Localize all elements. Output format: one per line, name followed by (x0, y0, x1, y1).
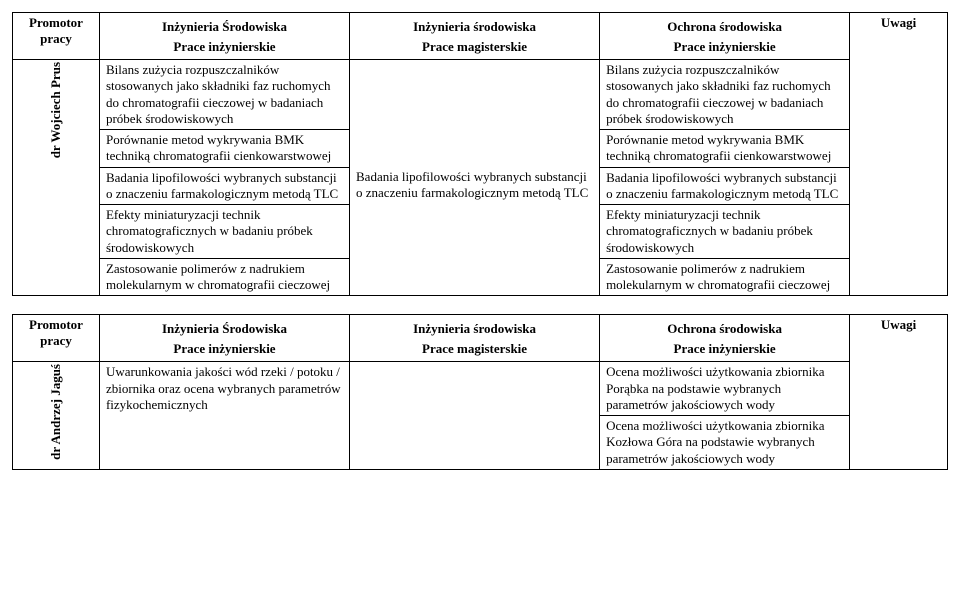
header-promotor: Promotor pracy (13, 13, 100, 60)
header-col-b: Inżynieria środowiska (350, 13, 600, 38)
topic-cell: Badania lipofilowości wybranych substanc… (99, 167, 349, 205)
topic-cell: Ocena możliwości użytkowania zbiornika P… (600, 362, 850, 416)
table-row: Efekty miniaturyzacji technik chromatogr… (13, 205, 948, 259)
topic-cell (350, 130, 600, 168)
table-row: dr Wojciech Prus Bilans zużycia rozpuszc… (13, 60, 948, 130)
topic-cell: Efekty miniaturyzacji technik chromatogr… (600, 205, 850, 259)
topic-cell (350, 205, 600, 259)
topic-cell: Zastosowanie polimerów z nadrukiem molek… (99, 258, 349, 296)
topic-cell (350, 362, 600, 416)
sub-c: Prace inżynierskie (600, 37, 850, 60)
topic-cell: Badania lipofilowości wybranych substanc… (600, 167, 850, 205)
table-row: dr Andrzej Jaguś Uwarunkowania jakości w… (13, 362, 948, 416)
header-row: Promotor pracy Inżynieria Środowiska Inż… (13, 13, 948, 38)
topic-cell (350, 60, 600, 130)
table-row: Porównanie metod wykrywania BMK techniką… (13, 130, 948, 168)
header-col-a: Inżynieria Środowiska (99, 13, 349, 38)
sub-c: Prace inżynierskie (600, 339, 850, 362)
sub-a: Prace inżynierskie (99, 339, 349, 362)
sub-b: Prace magisterskie (350, 37, 600, 60)
promotor-name: dr Andrzej Jaguś (48, 364, 64, 460)
promotor-name: dr Wojciech Prus (48, 62, 64, 158)
topic-cell (350, 416, 600, 470)
table-row: Zastosowanie polimerów z nadrukiem molek… (13, 258, 948, 296)
topic-cell: Ocena możliwości użytkowania zbiornika K… (600, 416, 850, 470)
promotor-cell: dr Wojciech Prus (13, 60, 100, 296)
topic-cell: Efekty miniaturyzacji technik chromatogr… (99, 205, 349, 259)
topic-cell: Porównanie metod wykrywania BMK techniką… (600, 130, 850, 168)
header-col-c: Ochrona środowiska (600, 315, 850, 340)
topic-cell: Porównanie metod wykrywania BMK techniką… (99, 130, 349, 168)
header-col-a: Inżynieria Środowiska (99, 315, 349, 340)
header-col-b: Inżynieria środowiska (350, 315, 600, 340)
subheader-row: Prace inżynierskie Prace magisterskie Pr… (13, 339, 948, 362)
thesis-table-1: Promotor pracy Inżynieria Środowiska Inż… (12, 12, 948, 296)
topic-cell: Uwarunkowania jakości wód rzeki / potoku… (99, 362, 349, 416)
header-row: Promotor pracy Inżynieria Środowiska Inż… (13, 315, 948, 340)
topic-cell (99, 416, 349, 470)
topic-cell (350, 258, 600, 296)
header-uwagi: Uwagi (850, 315, 948, 470)
table-row: Badania lipofilowości wybranych substanc… (13, 167, 948, 205)
header-promotor: Promotor pracy (13, 315, 100, 362)
sub-a: Prace inżynierskie (99, 37, 349, 60)
table-row: Ocena możliwości użytkowania zbiornika K… (13, 416, 948, 470)
topic-cell: Bilans zużycia rozpuszczalników stosowan… (99, 60, 349, 130)
thesis-table-2: Promotor pracy Inżynieria Środowiska Inż… (12, 314, 948, 470)
sub-b: Prace magisterskie (350, 339, 600, 362)
header-uwagi: Uwagi (850, 13, 948, 296)
subheader-row: Prace inżynierskie Prace magisterskie Pr… (13, 37, 948, 60)
topic-cell: Bilans zużycia rozpuszczalników stosowan… (600, 60, 850, 130)
topic-cell: Badania lipofilowości wybranych substanc… (350, 167, 600, 205)
topic-cell: Zastosowanie polimerów z nadrukiem molek… (600, 258, 850, 296)
header-col-c: Ochrona środowiska (600, 13, 850, 38)
promotor-cell: dr Andrzej Jaguś (13, 362, 100, 470)
